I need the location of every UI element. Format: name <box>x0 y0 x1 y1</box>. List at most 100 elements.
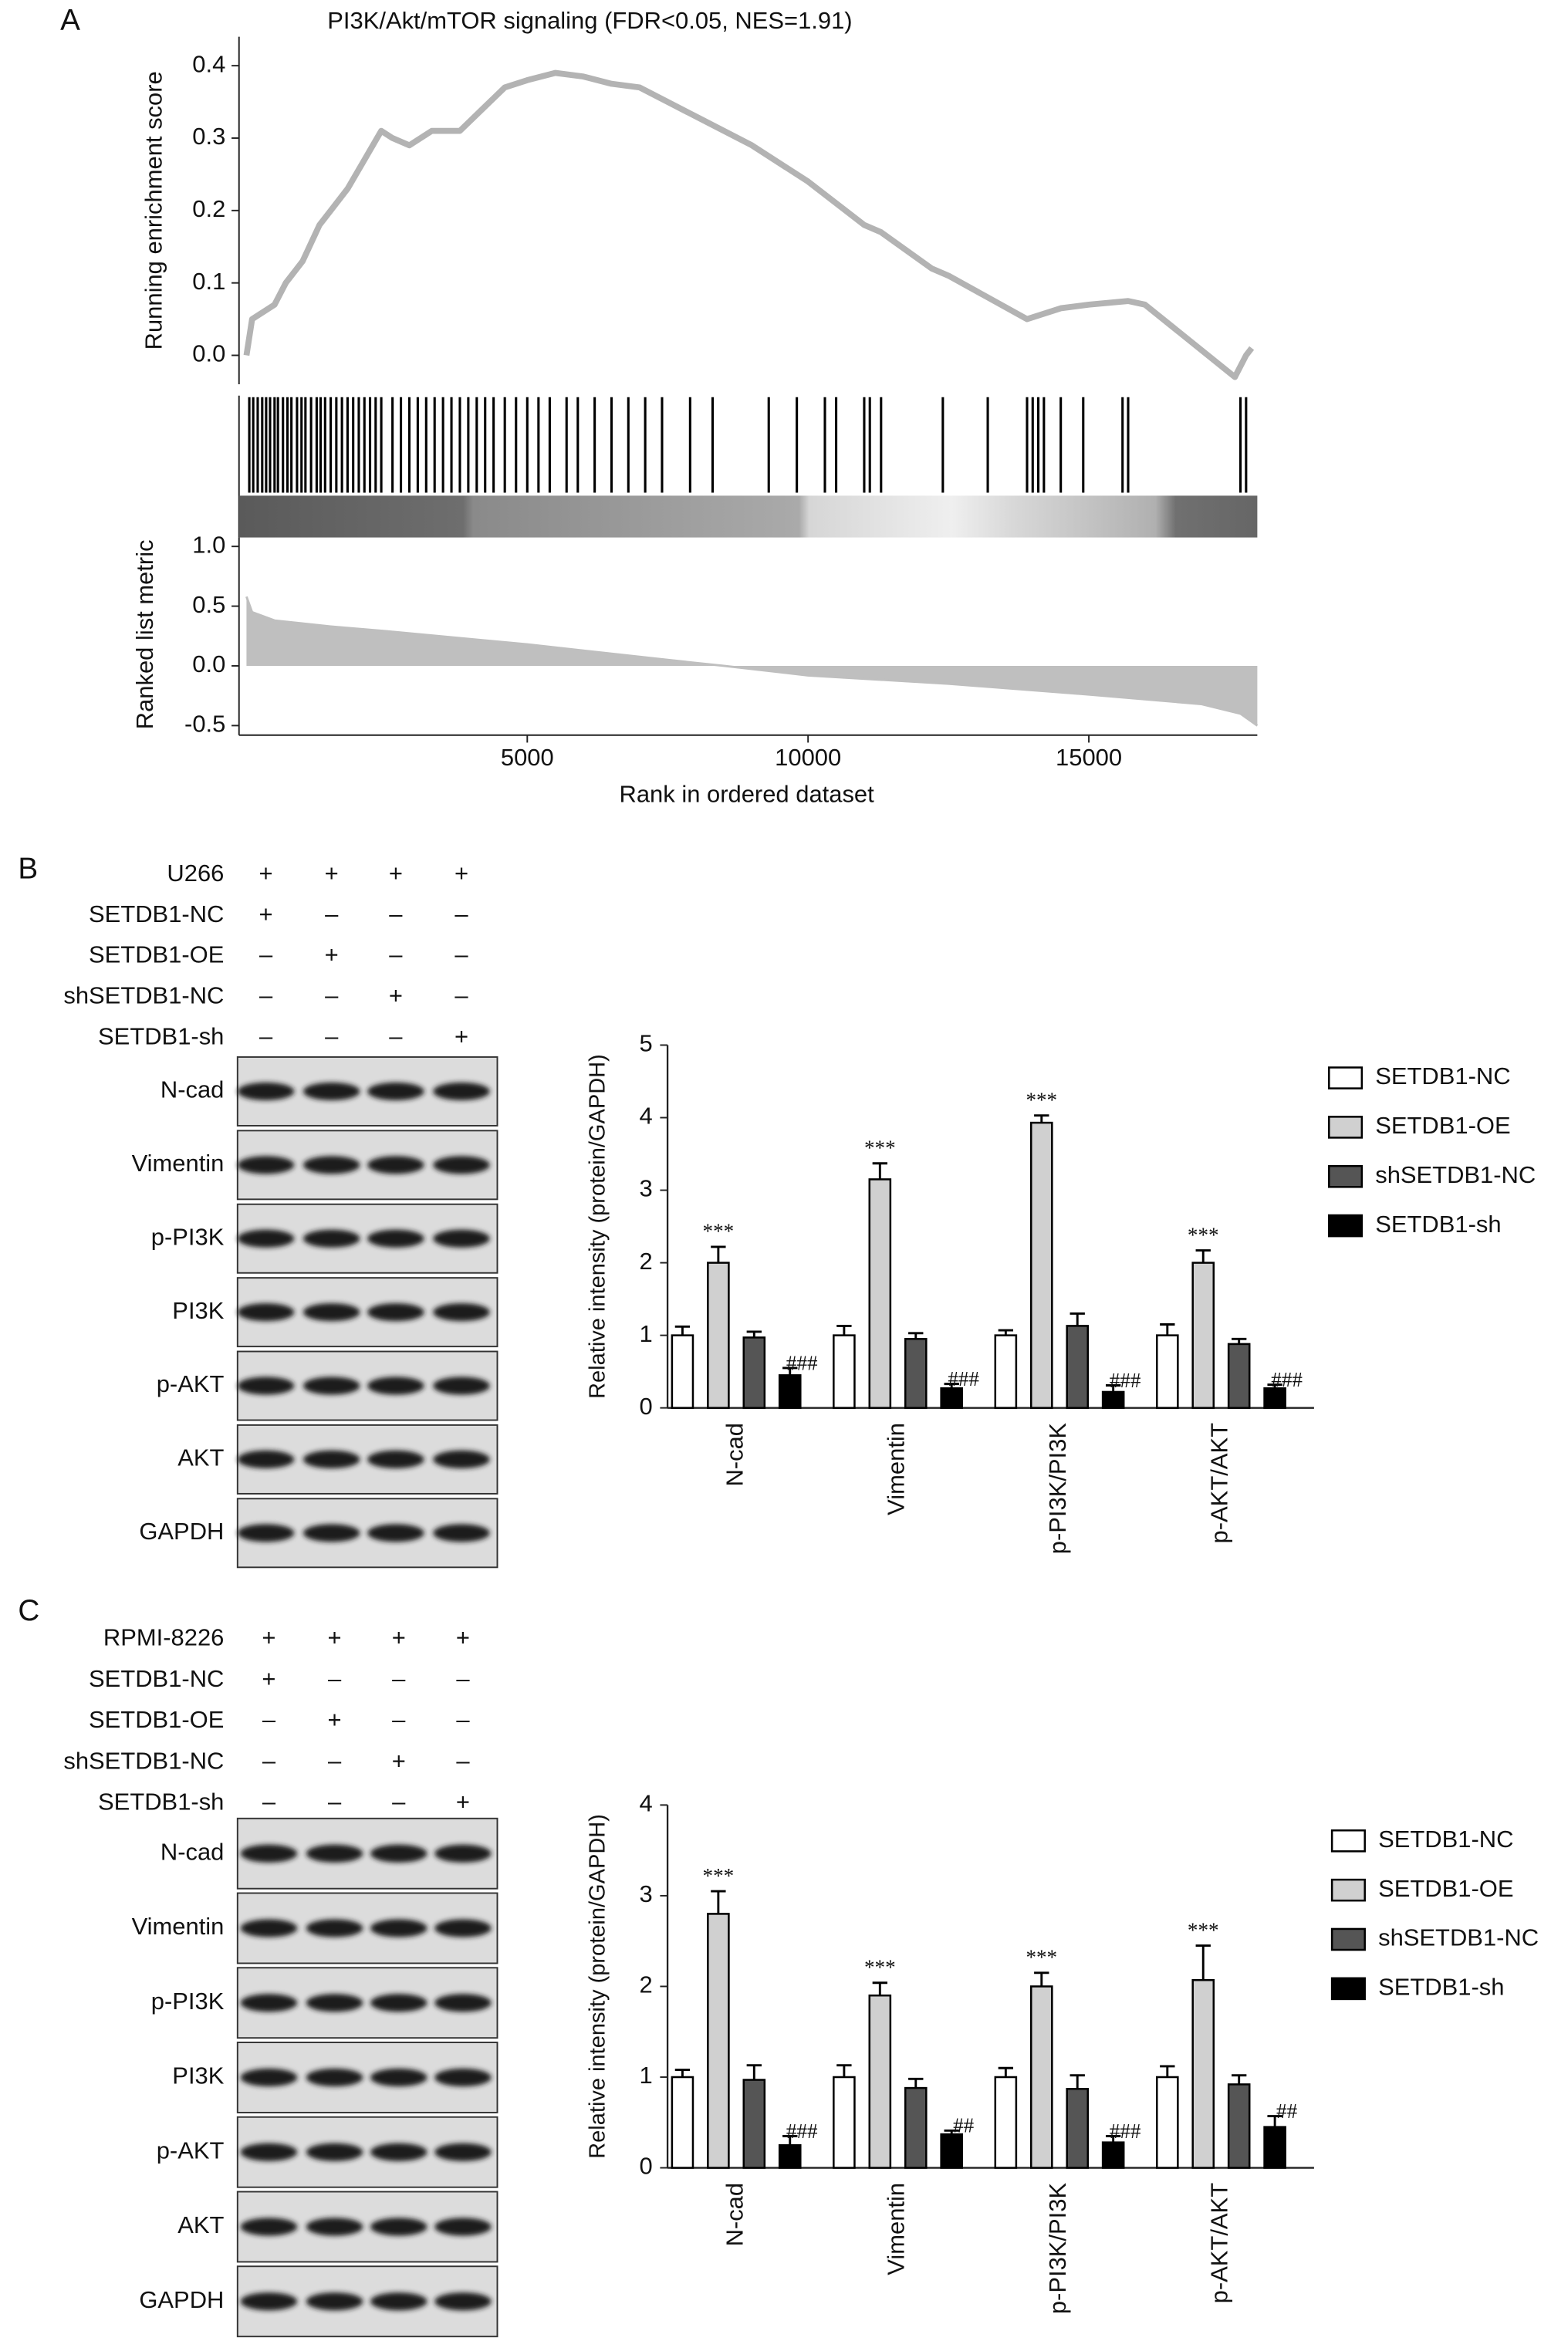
y-tick-label: 1 <box>640 1320 653 1347</box>
blot-band <box>237 1229 295 1248</box>
x-tick-label: 5000 <box>501 744 554 771</box>
blot-band <box>367 1156 424 1174</box>
significance-label: ### <box>786 1351 818 1374</box>
condition-sign: + <box>259 900 273 927</box>
x-tick-label: p-AKT/AKT <box>1206 2183 1233 2304</box>
significance-label: ## <box>953 2114 975 2137</box>
y-tick-label: 3 <box>640 1880 653 1907</box>
band-label: AKT <box>177 2211 224 2238</box>
y-tick-label: 5 <box>640 1030 653 1057</box>
y-tick-label: -0.5 <box>184 711 225 738</box>
blot-band <box>367 1229 424 1248</box>
legend-swatch <box>1327 1214 1364 1238</box>
band-label: N-cad <box>161 1076 225 1103</box>
x-tick-label: N-cad <box>721 1423 748 1487</box>
bar <box>1029 1121 1053 1409</box>
band-label: p-PI3K <box>151 1223 225 1250</box>
condition-sign: + <box>259 860 273 887</box>
blot-band <box>237 1156 295 1174</box>
condition-label: SETDB1-sh <box>98 1022 224 1049</box>
y-axis-label: Relative intensity (protein/GAPDH) <box>586 1814 610 2159</box>
condition-label: shSETDB1-NC <box>63 1747 224 1774</box>
condition-sign: – <box>392 1789 406 1816</box>
x-tick-label: N-cad <box>721 2183 748 2247</box>
bar <box>1066 2088 1090 2169</box>
blot-band <box>237 1303 295 1322</box>
condition-sign: – <box>262 1706 276 1733</box>
condition-label: SETDB1-NC <box>89 900 224 927</box>
y-tick-label: 0.2 <box>192 195 225 222</box>
condition-sign: + <box>455 1022 468 1049</box>
condition-label: SETDB1-sh <box>98 1789 224 1816</box>
significance-label: *** <box>1188 1918 1219 1941</box>
condition-sign: – <box>392 1706 406 1733</box>
bar <box>994 1334 1018 1409</box>
legend-swatch <box>1330 1829 1366 1853</box>
y-tick-label: 2 <box>640 1971 653 1998</box>
blot-band <box>433 1450 490 1469</box>
condition-sign: + <box>389 860 403 887</box>
legend-label: SETDB1-sh <box>1375 1211 1501 1238</box>
band-label: Vimentin <box>132 1913 225 1940</box>
condition-sign: – <box>259 1022 273 1049</box>
blot-band <box>237 1524 295 1542</box>
blot-band <box>306 1994 363 2012</box>
condition-sign: – <box>389 941 403 968</box>
legend-swatch <box>1327 1164 1364 1188</box>
condition-sign: + <box>325 941 339 968</box>
y-tick-label: 0.5 <box>192 591 225 618</box>
blot-band <box>302 1156 360 1174</box>
blot-band <box>433 1229 490 1248</box>
condition-sign: – <box>455 900 468 927</box>
blot-band <box>302 1450 360 1469</box>
bar <box>868 1178 892 1409</box>
condition-sign: + <box>389 982 403 1009</box>
condition-sign: – <box>392 1665 406 1692</box>
blot-band <box>434 1994 492 2012</box>
band-label: AKT <box>177 1444 224 1471</box>
condition-sign: – <box>455 941 468 968</box>
blot-band <box>370 1994 427 2012</box>
y-tick-label: 4 <box>640 1103 653 1130</box>
condition-sign: + <box>455 860 468 887</box>
condition-sign: – <box>328 1789 342 1816</box>
blot-band <box>240 2218 298 2236</box>
bar <box>904 1338 928 1409</box>
y-tick-label: 0.0 <box>192 650 225 677</box>
significance-label: *** <box>703 1220 735 1243</box>
bar <box>833 1334 856 1409</box>
significance-label: ### <box>786 2120 818 2143</box>
band-label: p-AKT <box>157 1370 225 1397</box>
significance-label: *** <box>1026 1088 1057 1111</box>
condition-sign: – <box>389 900 403 927</box>
condition-sign: + <box>328 1706 342 1733</box>
legend-label: shSETDB1-NC <box>1375 1161 1536 1188</box>
band-label: PI3K <box>172 2062 224 2089</box>
significance-label: ## <box>1276 2099 1298 2123</box>
legend-label: SETDB1-sh <box>1378 1974 1504 2001</box>
y-axis-label: Relative intensity (protein/GAPDH) <box>586 1054 610 1399</box>
blot-band <box>306 1919 363 1937</box>
chart-title: PI3K/Akt/mTOR signaling (FDR<0.05, NES=1… <box>327 7 852 34</box>
blot-band <box>237 1377 295 1395</box>
condition-label: RPMI-8226 <box>103 1624 224 1651</box>
bar <box>833 2076 856 2169</box>
condition-sign: – <box>456 1747 470 1774</box>
x-tick-label: p-AKT/AKT <box>1206 1423 1233 1544</box>
bar <box>1191 1262 1215 1409</box>
bar <box>671 2076 694 2169</box>
x-tick-label: Vimentin <box>883 2183 910 2275</box>
legend-swatch <box>1330 1977 1366 2001</box>
y-tick-label: 0 <box>640 1393 653 1420</box>
blot-band <box>240 2068 298 2087</box>
x-tick-label: 15000 <box>1056 744 1122 771</box>
bar <box>671 1334 694 1409</box>
blot-band <box>433 1377 490 1395</box>
significance-label: *** <box>1026 1946 1057 1969</box>
legend-swatch <box>1330 1927 1366 1951</box>
blot-band <box>370 2068 427 2087</box>
blot-band <box>237 1082 295 1101</box>
condition-label: SETDB1-OE <box>89 941 224 968</box>
x-tick-label: Vimentin <box>883 1423 910 1515</box>
